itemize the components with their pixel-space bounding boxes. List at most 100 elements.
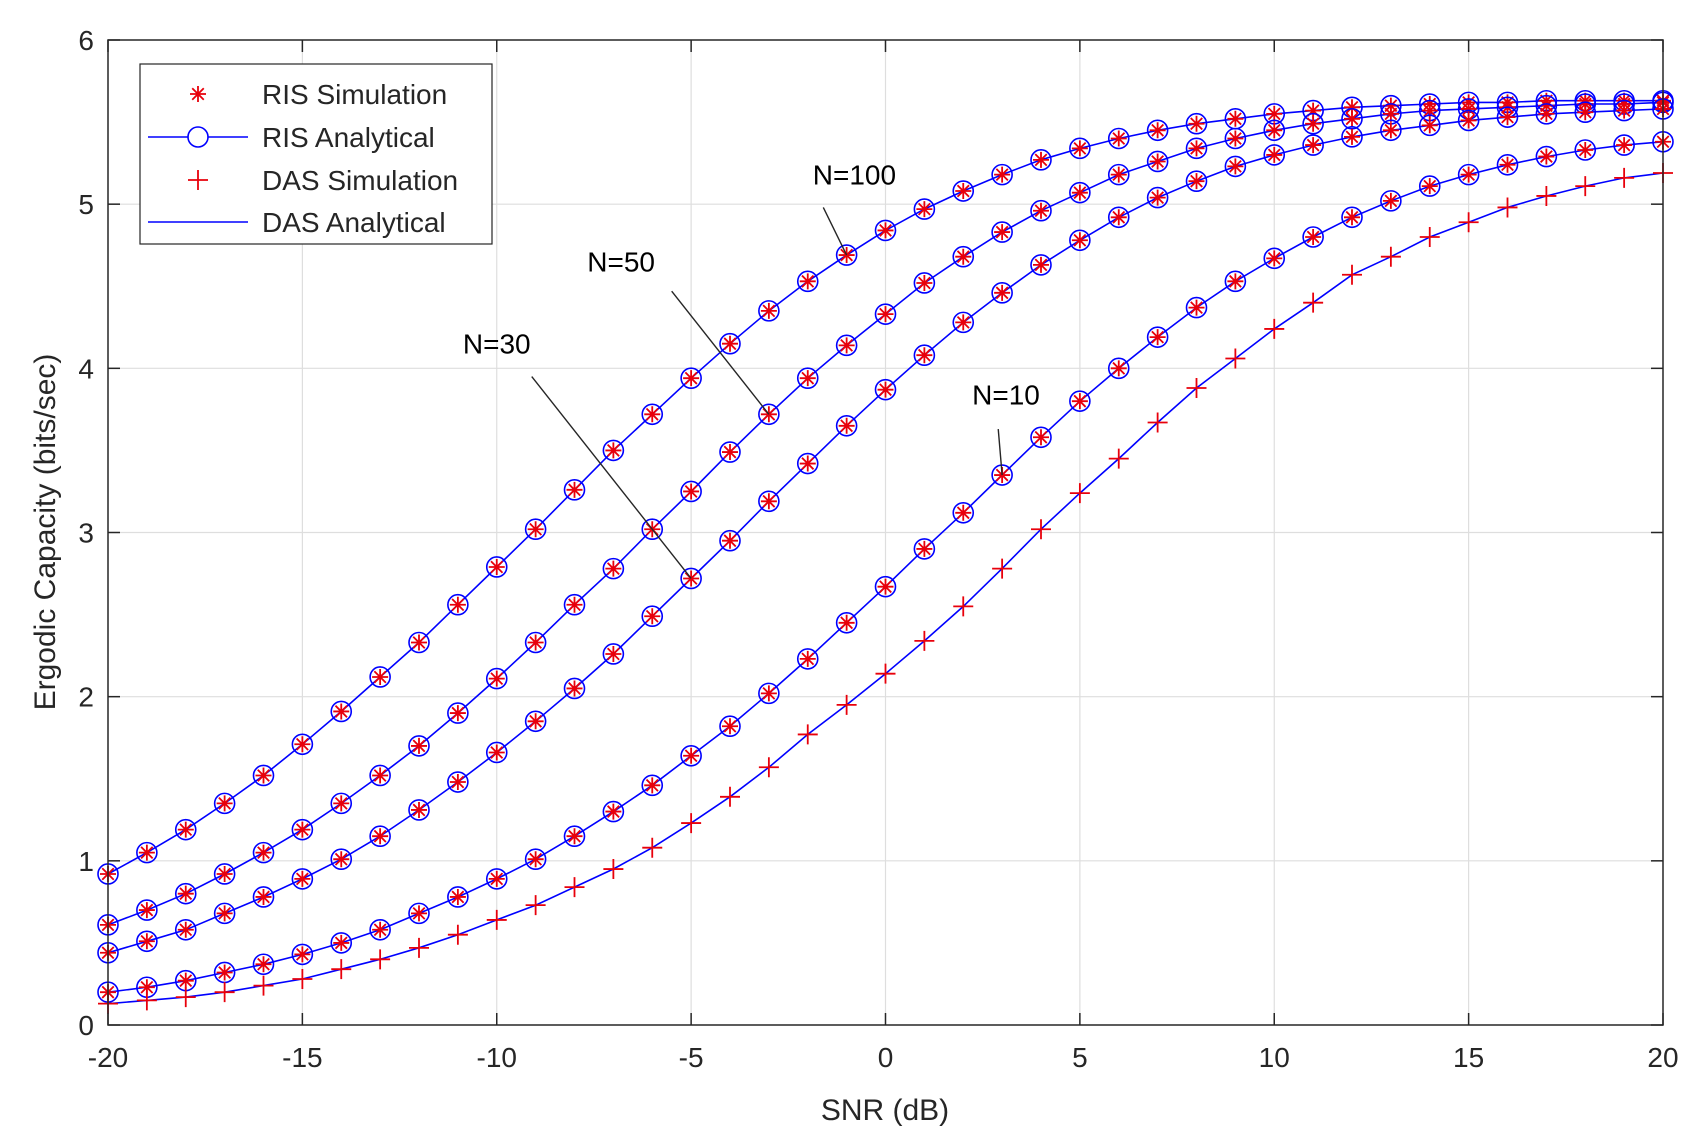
ris-analytical-marker bbox=[291, 818, 314, 841]
ris-simulation-marker bbox=[877, 306, 894, 323]
ris-simulation-marker bbox=[1460, 112, 1477, 129]
ris-simulation-marker bbox=[683, 747, 700, 764]
das-simulation-marker bbox=[875, 663, 896, 684]
ris-analytical-marker bbox=[1418, 114, 1441, 137]
ris-analytical-marker bbox=[524, 518, 547, 541]
das-simulation-marker bbox=[331, 959, 352, 980]
ris-simulation-marker bbox=[255, 888, 272, 905]
ris-simulation-marker bbox=[1344, 128, 1360, 145]
ris-simulation-marker bbox=[216, 905, 233, 922]
das-simulation-marker bbox=[992, 558, 1013, 579]
das-simulation-marker bbox=[1419, 227, 1440, 247]
ris-analytical-marker bbox=[913, 198, 936, 220]
x-tick-label: 5 bbox=[1072, 1042, 1088, 1073]
ris-simulation-marker bbox=[1421, 178, 1438, 195]
y-tick-label: 4 bbox=[78, 353, 94, 384]
x-tick-label: 0 bbox=[878, 1042, 894, 1073]
ris-analytical-marker bbox=[291, 733, 314, 756]
ris-simulation-marker bbox=[449, 888, 466, 905]
ris-simulation-marker bbox=[488, 744, 505, 761]
ris-analytical-marker bbox=[174, 882, 197, 905]
ris-simulation-marker bbox=[838, 417, 855, 434]
ris-analytical-marker bbox=[447, 771, 469, 793]
ris-simulation-marker bbox=[1033, 202, 1049, 219]
ris-simulation-marker bbox=[138, 902, 155, 919]
ris-simulation-marker bbox=[255, 956, 272, 973]
ris-analytical-marker bbox=[835, 611, 858, 634]
annotation-leader-line bbox=[671, 290, 770, 415]
annotation-label: N=50 bbox=[587, 246, 655, 277]
ris-analytical-marker bbox=[835, 334, 858, 357]
ris-simulation-marker bbox=[955, 314, 972, 331]
annotation-leader-line bbox=[997, 429, 1003, 476]
ris-simulation-marker bbox=[1071, 232, 1088, 249]
ris-analytical-marker bbox=[602, 643, 625, 665]
ris-analytical-marker bbox=[252, 953, 275, 976]
ris-analytical-marker bbox=[485, 868, 508, 890]
ris-analytical-marker bbox=[1574, 139, 1597, 161]
legend-item-ris-simulation: RIS Simulation bbox=[190, 79, 447, 110]
ris-analytical-marker bbox=[952, 501, 975, 524]
ris-analytical-marker bbox=[369, 764, 391, 787]
ris-analytical-marker bbox=[485, 556, 508, 578]
ris-analytical-marker bbox=[758, 300, 780, 322]
ris-simulation-marker bbox=[566, 828, 583, 845]
ris-simulation-marker bbox=[449, 774, 466, 791]
ris-simulation-marker bbox=[683, 483, 700, 500]
ris-simulation-marker bbox=[527, 634, 544, 651]
ris-analytical-marker bbox=[408, 799, 430, 821]
das-simulation-marker bbox=[1108, 448, 1129, 469]
ris-simulation-marker bbox=[605, 442, 622, 459]
ris-simulation-marker bbox=[488, 870, 505, 887]
ris-analytical-marker bbox=[719, 332, 741, 355]
ris-simulation-marker bbox=[1499, 109, 1516, 126]
ris-analytical-marker bbox=[1185, 170, 1208, 192]
das-simulation-marker bbox=[1186, 378, 1207, 399]
das-simulation-marker bbox=[1614, 167, 1635, 188]
y-tick-label: 0 bbox=[78, 1010, 94, 1041]
ris-simulation-marker bbox=[1033, 429, 1049, 446]
ris-analytical-marker bbox=[1457, 163, 1480, 186]
ris-analytical-marker bbox=[641, 403, 664, 426]
ris-simulation-marker bbox=[1149, 153, 1166, 170]
ris-analytical-marker bbox=[991, 464, 1013, 486]
ris-simulation-marker bbox=[1616, 102, 1633, 119]
ris-simulation-marker bbox=[1033, 151, 1049, 168]
ris-analytical-marker bbox=[563, 825, 586, 848]
das-simulation-marker bbox=[564, 877, 585, 898]
ris-analytical-marker bbox=[213, 863, 236, 885]
ris-simulation-marker bbox=[1382, 97, 1399, 114]
ris-analytical-marker bbox=[1496, 153, 1519, 176]
ris-simulation-marker bbox=[1188, 299, 1205, 316]
ris-simulation-marker bbox=[1538, 148, 1555, 165]
ris-analytical-marker bbox=[1069, 229, 1091, 252]
ris-simulation-marker bbox=[411, 801, 427, 818]
ris-simulation-marker bbox=[566, 481, 583, 498]
ris-analytical-marker bbox=[369, 825, 391, 848]
ris-simulation-marker bbox=[955, 183, 972, 200]
das-simulation-marker bbox=[836, 694, 857, 715]
legend-label: RIS Simulation bbox=[262, 79, 447, 110]
ris-simulation-marker bbox=[1538, 97, 1555, 114]
ris-simulation-marker bbox=[1421, 117, 1438, 134]
ris-analytical-marker bbox=[1146, 186, 1169, 209]
ris-analytical-marker bbox=[447, 593, 469, 616]
ris-analytical-marker bbox=[680, 567, 702, 590]
ris-analytical-marker bbox=[213, 902, 236, 925]
ris-simulation-marker bbox=[994, 166, 1011, 183]
ris-analytical-marker bbox=[1224, 127, 1247, 150]
ris-simulation-marker bbox=[411, 905, 427, 922]
ris-analytical-marker bbox=[369, 666, 391, 688]
das-simulation-marker bbox=[1147, 412, 1168, 433]
ris-analytical-marker bbox=[758, 490, 780, 513]
ris-simulation-marker bbox=[138, 979, 155, 996]
ris-simulation-marker bbox=[138, 844, 155, 861]
ris-analytical-marker bbox=[835, 244, 858, 266]
ris-analytical-marker bbox=[213, 792, 236, 815]
ris-simulation-marker bbox=[1149, 329, 1166, 346]
series-das bbox=[98, 162, 1673, 1014]
ris-simulation-marker bbox=[1071, 393, 1088, 410]
ris-simulation-marker bbox=[1305, 137, 1322, 154]
ris-analytical-marker bbox=[1030, 254, 1052, 276]
